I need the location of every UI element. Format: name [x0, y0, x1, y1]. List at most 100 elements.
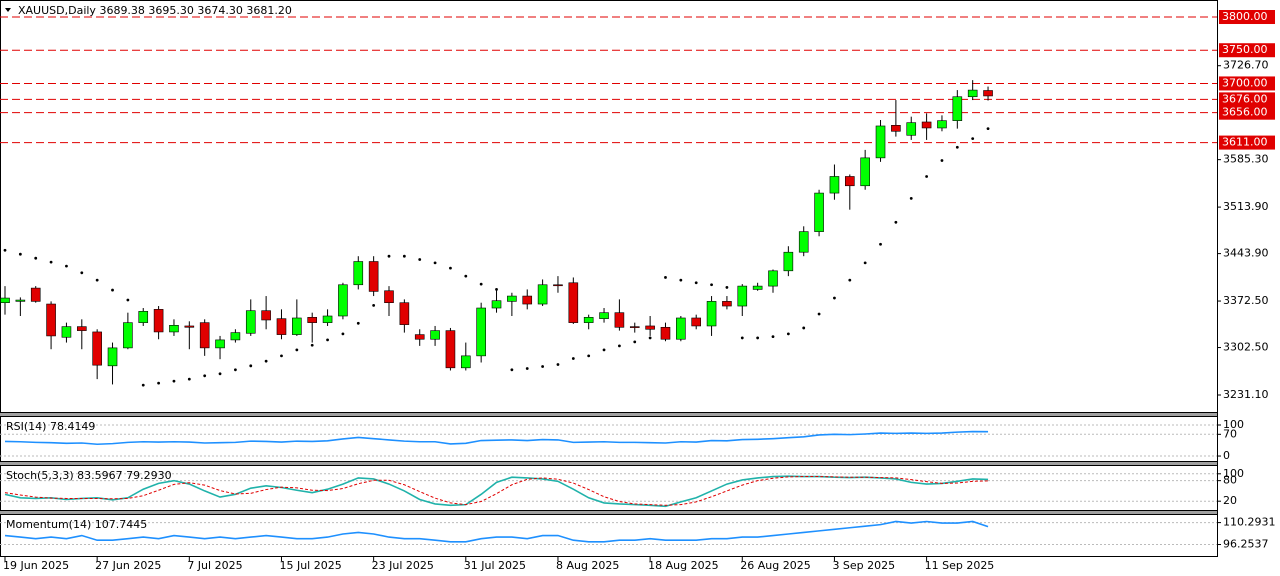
sar-dot: [310, 343, 314, 347]
sar-dot: [402, 254, 406, 258]
x-tick-label: 18 Aug 2025: [648, 559, 718, 572]
candle-body: [921, 121, 932, 129]
y-tick-label: 3585.30: [1223, 153, 1269, 166]
candle-body: [645, 325, 655, 330]
candle-body: [353, 261, 364, 286]
price-level-tag: [1219, 92, 1275, 107]
sar-dot: [326, 338, 329, 342]
candle-body: [491, 300, 502, 309]
candle-body: [798, 231, 809, 253]
sar-dot: [863, 261, 867, 265]
title-arrow: [5, 8, 11, 12]
sar-dot: [587, 354, 591, 358]
candle-body: [583, 317, 594, 323]
pane-separator: [0, 413, 1218, 416]
sar-dot: [786, 332, 790, 336]
sar-dot: [218, 372, 222, 376]
price-level-tag: [1219, 43, 1275, 58]
y-tick-label: 100: [1223, 418, 1244, 431]
x-tick-label: 19 Jun 2025: [3, 559, 69, 572]
price-level-label: 3800.00: [1222, 10, 1268, 23]
candle-body: [261, 310, 271, 321]
candle-body: [860, 157, 870, 187]
pane-title: Momentum(14) 107.7445: [6, 518, 147, 531]
candle-body: [245, 310, 256, 334]
sar-dot: [756, 336, 760, 340]
x-tick-label: 23 Jul 2025: [372, 559, 434, 572]
candle-body: [368, 261, 379, 292]
sar-dot: [971, 137, 975, 140]
candle-body: [322, 315, 333, 323]
sar-dot: [372, 303, 376, 307]
sar-dot: [341, 332, 345, 336]
candle-body: [123, 322, 133, 349]
sar-dot: [157, 381, 161, 385]
sar-dot: [664, 276, 667, 279]
sar-dot: [495, 288, 498, 291]
candle-body: [169, 324, 179, 333]
sar-dot: [909, 196, 913, 200]
sar-dot: [648, 336, 652, 340]
sar-dot: [356, 321, 360, 325]
candle-body: [844, 176, 855, 187]
y-tick-label: 3513.90: [1223, 200, 1269, 213]
sar-dot: [955, 145, 959, 149]
y-tick-label: 3372.50: [1223, 294, 1269, 307]
x-tick-label: 8 Aug 2025: [556, 559, 619, 572]
sar-dot: [95, 278, 99, 282]
price-level-tag: [1219, 135, 1275, 150]
candle-body: [507, 295, 517, 302]
sar-dot: [295, 348, 299, 352]
candle-body: [430, 330, 440, 340]
sar-dot: [817, 312, 821, 316]
indicator-line: [4, 520, 989, 543]
sar-dot: [387, 254, 391, 258]
candle-body: [0, 297, 10, 304]
pane-separator: [0, 462, 1218, 465]
y-tick-label: 3726.70: [1223, 59, 1269, 72]
y-tick-label: 70: [1223, 427, 1237, 440]
candle-body: [276, 318, 287, 335]
candle-body: [906, 122, 917, 136]
sar-dot: [710, 283, 713, 287]
candle-body: [230, 332, 241, 341]
candle-body: [706, 301, 717, 327]
sar-dot: [479, 282, 483, 286]
y-tick-label: 96.2537: [1223, 538, 1269, 551]
candle-body: [752, 285, 763, 290]
sar-dot: [433, 261, 437, 265]
sar-dot: [694, 281, 698, 285]
candle-body: [676, 317, 686, 340]
candle-body: [568, 282, 579, 323]
sar-dot: [940, 159, 944, 162]
sar-dot: [771, 335, 775, 338]
y-tick-label: 0: [1223, 449, 1230, 462]
y-tick-label: 3302.50: [1223, 341, 1269, 354]
sar-dot: [49, 260, 53, 264]
sar-dot: [848, 278, 852, 282]
sar-dot: [280, 354, 283, 358]
sar-dot: [34, 256, 38, 260]
candle-body: [829, 176, 840, 194]
sar-dot: [249, 364, 253, 368]
y-tick-label: 3231.10: [1223, 388, 1269, 401]
candle-body: [537, 284, 548, 305]
candle-body: [215, 339, 225, 349]
sar-dot: [633, 340, 637, 344]
candle-body: [875, 125, 886, 159]
candle-body: [737, 285, 748, 307]
candle-body: [399, 302, 410, 325]
candle-body: [967, 89, 978, 98]
candle-body: [30, 287, 41, 302]
price-level-tag: [1219, 76, 1275, 91]
candle-body: [522, 295, 533, 305]
indicator-line: [4, 475, 989, 508]
candle-body: [138, 311, 149, 323]
candle-body: [783, 251, 794, 272]
sar-dot: [126, 298, 130, 302]
pane-frame: [0, 0, 1218, 413]
candle-body: [414, 334, 425, 340]
sar-dot: [740, 336, 744, 340]
x-tick-label: 27 Jun 2025: [95, 559, 161, 572]
